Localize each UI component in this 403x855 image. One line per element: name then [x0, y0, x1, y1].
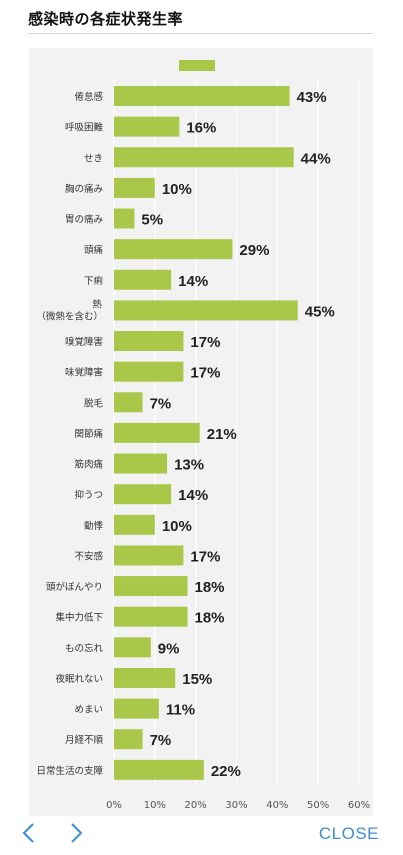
bar: [114, 698, 159, 719]
category-label: 脱毛: [84, 397, 104, 409]
category-label: 胸の痛み: [65, 183, 103, 195]
category-label: 抑うつ: [74, 489, 103, 501]
bar: [114, 239, 233, 260]
value-label: 45%: [305, 303, 335, 320]
value-label: 14%: [178, 273, 208, 290]
x-tick-label: 10%: [144, 800, 166, 811]
value-label: 29%: [239, 242, 269, 259]
category-label: 関節痛: [74, 428, 103, 440]
value-label: 21%: [207, 426, 237, 443]
bar: [114, 331, 184, 352]
category-label: 集中力低下: [55, 612, 103, 624]
category-label: 頭痛: [84, 244, 104, 256]
bar: [114, 759, 204, 780]
value-label: 14%: [178, 487, 208, 504]
category-label: せき: [84, 153, 103, 164]
category-label: もの忘れ: [65, 642, 104, 654]
category-label: 日常生活の支障: [36, 765, 103, 777]
value-label: 15%: [182, 671, 212, 688]
value-label: 17%: [190, 334, 220, 351]
x-tick-label: 20%: [185, 800, 207, 811]
value-label: 43%: [297, 89, 327, 106]
bar: [114, 422, 200, 443]
value-label: 9%: [158, 640, 180, 657]
category-label: 筋肉痛: [74, 459, 103, 471]
bar: [114, 300, 298, 321]
title-divider: [28, 33, 373, 34]
bar: [114, 147, 294, 168]
close-button[interactable]: CLOSE: [318, 824, 379, 843]
value-label: 17%: [190, 548, 220, 565]
category-label: 胃の痛み: [65, 214, 103, 226]
category-label: 嗅覚障害: [65, 336, 103, 348]
x-tick-label: 40%: [266, 800, 288, 811]
previous-button[interactable]: [18, 820, 42, 846]
category-label: 味覚障害: [65, 367, 103, 379]
category-label: 頭がぼんやり: [46, 581, 103, 593]
value-label: 10%: [162, 181, 192, 198]
value-label: 16%: [186, 120, 216, 137]
category-label: 月経不順: [65, 734, 104, 746]
bar: [114, 269, 172, 290]
bar: [114, 576, 188, 597]
chevron-right-icon: [71, 823, 83, 843]
bar: [114, 729, 143, 750]
bar: [114, 361, 184, 382]
legend-swatch: [179, 60, 215, 71]
bar: [114, 208, 135, 229]
x-tick-label: 60%: [348, 800, 370, 811]
value-label: 17%: [190, 365, 220, 382]
value-label: 5%: [141, 212, 163, 229]
bar: [114, 116, 180, 137]
bar: [114, 606, 188, 627]
value-label: 22%: [211, 763, 241, 780]
bar: [114, 637, 151, 658]
x-tick-label: 30%: [225, 800, 247, 811]
x-tick-label: 0%: [106, 800, 122, 811]
bar: [114, 545, 184, 566]
next-button[interactable]: [64, 820, 88, 846]
value-label: 18%: [195, 579, 225, 596]
value-label: 13%: [174, 457, 204, 474]
category-label: 熱（微熱を含む）: [36, 298, 103, 322]
category-label: 呼吸困難: [65, 122, 104, 134]
bar: [114, 453, 168, 474]
category-label: 不安感: [74, 550, 103, 562]
value-label: 7%: [150, 395, 172, 412]
value-label: 18%: [195, 610, 225, 627]
category-label: めまい: [74, 705, 103, 716]
bar: [114, 392, 143, 413]
x-tick-label: 50%: [307, 800, 329, 811]
value-label: 7%: [150, 732, 172, 749]
category-label: 倦怠感: [74, 91, 103, 103]
bar: [114, 484, 172, 505]
bar: [114, 86, 290, 106]
value-label: 44%: [301, 150, 331, 167]
chart-panel: [29, 48, 373, 816]
page-title: 感染時の各症状発生率: [28, 10, 184, 28]
bar: [114, 667, 176, 688]
category-label: 夜眠れない: [55, 673, 103, 685]
category-label: 動悸: [84, 520, 104, 532]
bar: [114, 514, 155, 535]
bar: [114, 177, 155, 198]
category-label: 下痢: [84, 275, 104, 287]
value-label: 10%: [162, 518, 192, 535]
value-label: 11%: [166, 702, 195, 719]
chevron-left-icon: [22, 823, 34, 843]
